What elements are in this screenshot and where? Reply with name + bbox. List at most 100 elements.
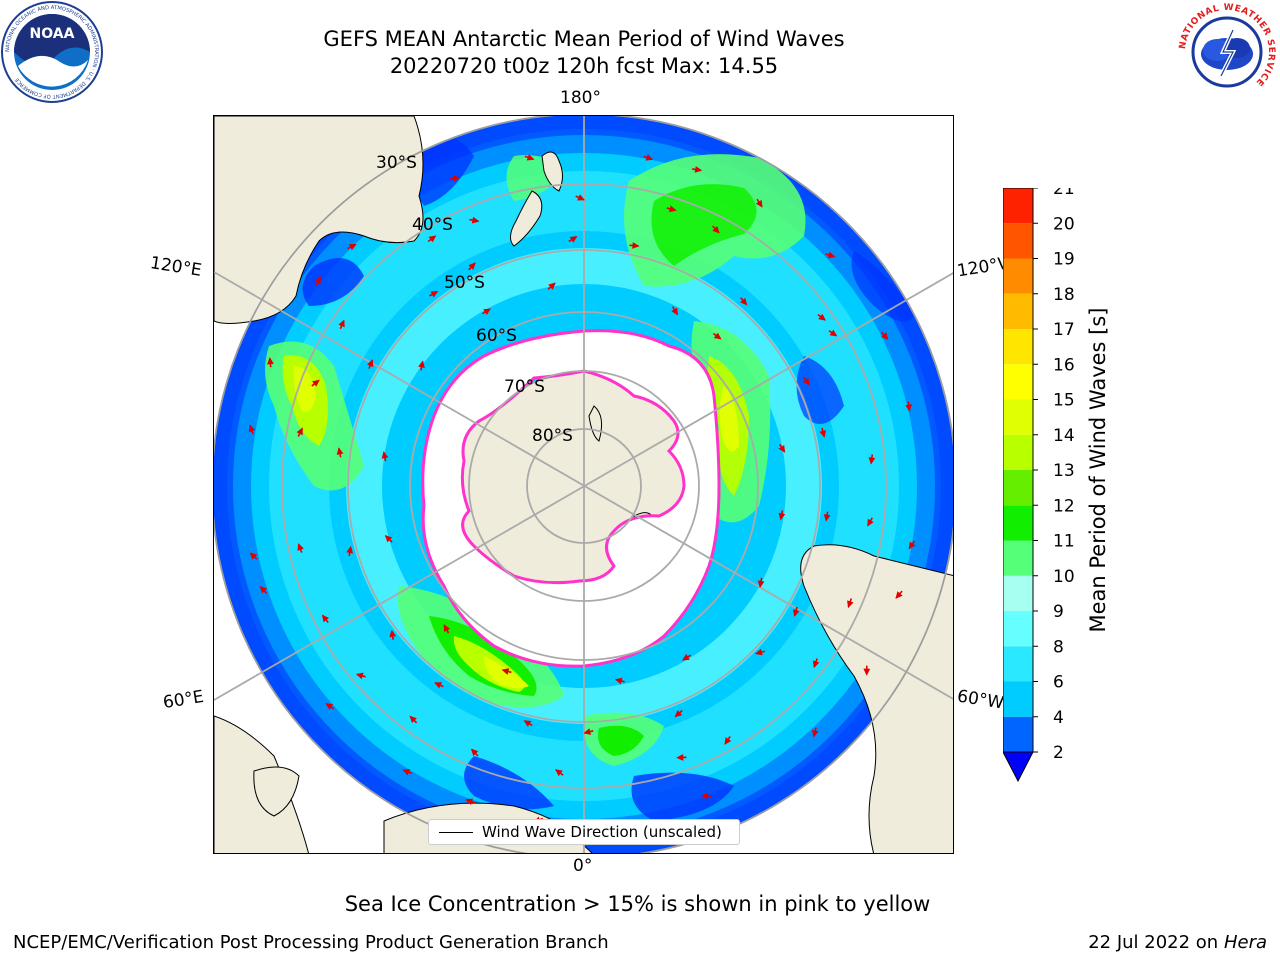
wave-direction-arrowhead — [754, 648, 763, 656]
wave-direction-arrowhead — [632, 242, 640, 249]
wave-direction-arrowhead — [671, 307, 678, 316]
colorbar-swatch — [1003, 258, 1033, 294]
colorbar-swatch — [1003, 399, 1033, 435]
sea-ice-note: Sea Ice Concentration > 15% is shown in … — [344, 892, 931, 916]
colorbar-swatch — [1003, 293, 1033, 329]
nws-logo: NATIONAL WEATHER SERVICE — [1177, 2, 1277, 102]
colorbar-swatch — [1003, 188, 1033, 224]
lat-label-30: 30°S — [376, 153, 417, 173]
south-america — [800, 544, 953, 853]
lat-label-60: 60°S — [476, 326, 517, 346]
colorbar-under-arrow — [1003, 751, 1034, 783]
lat-label-80: 80°S — [532, 426, 573, 446]
colorbar-swatch — [1003, 223, 1033, 259]
nz-south — [510, 190, 543, 247]
wave-direction-arrowhead — [555, 769, 563, 777]
colorbar-tick-label: 15 — [1053, 391, 1075, 411]
wave-direction-arrowhead — [348, 243, 357, 251]
colorbar-tick-label: 11 — [1053, 532, 1075, 552]
wave-direction-arrowhead — [468, 262, 476, 270]
wave-direction-arrowhead — [577, 194, 585, 201]
colorbar-swatch — [1003, 329, 1033, 365]
wave-direction-arrowhead — [336, 447, 344, 455]
wave-direction-arrowhead — [811, 729, 819, 738]
wave-direction-arrowhead — [867, 518, 874, 527]
colorbar-tick-label: 12 — [1053, 496, 1075, 516]
wave-direction-arrowhead — [674, 710, 683, 718]
land-masses — [214, 116, 953, 853]
colorbar-tick-label: 20 — [1053, 214, 1075, 234]
lon-label-120e: 120°E — [148, 253, 203, 281]
wave-direction-arrowhead — [366, 359, 374, 367]
colorbar-tick-label: 8 — [1053, 637, 1064, 657]
wave-direction-arrowhead — [483, 308, 492, 316]
colorbar-label: Mean Period of Wind Waves [s] — [1086, 307, 1110, 633]
colorbar-tick-label: 9 — [1053, 602, 1064, 622]
wave-direction-arrowhead — [792, 609, 800, 617]
colorbar: 2 4 6 8 9 10 11 12 13 14 15 16 17 18 19 20 21 — [1003, 188, 1075, 783]
wave-direction-arrowhead — [713, 332, 722, 340]
wave-direction-arrowhead — [452, 175, 461, 182]
chart-subtitle: 20220720 t00z 120h fcst Max: 14.55 — [389, 54, 779, 78]
latitude-labels: 30°S 40°S 50°S 60°S 70°S 80°S — [376, 153, 573, 446]
chart-title: GEFS MEAN Antarctic Mean Period of Wind … — [323, 27, 845, 51]
colorbar-tick-label: 10 — [1053, 567, 1075, 587]
colorbar-ticks: 2 4 6 8 9 10 11 12 13 14 15 16 17 18 19 20 21 — [1033, 188, 1075, 763]
colorbar-tick-label: 16 — [1053, 355, 1075, 375]
colorbar-tick-label: 19 — [1053, 250, 1075, 270]
colorbar-swatch — [1003, 646, 1033, 682]
graticule — [214, 116, 953, 853]
legend-line-swatch — [439, 831, 473, 833]
colorbar-swatch — [1003, 470, 1033, 506]
colorbar-tick-label: 14 — [1053, 426, 1075, 446]
wave-direction-arrowhead — [389, 629, 397, 638]
wave-period-field — [265, 133, 914, 821]
wave-direction-arrowhead — [682, 653, 690, 661]
wave-direction-arrowhead — [526, 154, 535, 161]
wave-direction-arrowhead — [823, 514, 831, 522]
wave-direction-arrowhead — [724, 737, 732, 745]
noaa-logo-text: NOAA — [30, 26, 75, 42]
colorbar-tick-label: 2 — [1053, 743, 1064, 763]
colorbar-swatch — [1003, 434, 1033, 470]
lon-label-0: 0° — [573, 856, 593, 876]
lon-label-60w: 60°W — [955, 686, 1006, 714]
wave-direction-arrowhead — [701, 792, 709, 800]
noaa-logo: NOAA NATIONAL OCEANIC AND ATMOSPHERIC AD… — [1, 1, 103, 103]
wave-direction-arrowhead — [428, 235, 437, 243]
map-legend: Wind Wave Direction (unscaled) — [428, 819, 740, 845]
madagascar — [253, 766, 300, 817]
wave-direction-arrowhead — [501, 668, 510, 675]
lat-label-50: 50°S — [444, 273, 485, 293]
colorbar-tick-label: 21 — [1053, 188, 1075, 199]
machine-name: Hera — [1223, 932, 1267, 953]
wave-direction-arrowhead — [297, 543, 304, 551]
credit-line: NCEP/EMC/Verification Post Processing Pr… — [13, 932, 609, 953]
wave-direction-arrowhead — [676, 754, 684, 761]
wave-direction-arrowhead — [470, 748, 479, 757]
wave-direction-arrowhead — [778, 445, 786, 453]
lon-label-180: 180° — [560, 88, 601, 108]
wave-direction-arrowhead — [881, 332, 889, 340]
wave-direction-arrowhead — [614, 677, 623, 685]
wave-direction-arrowhead — [583, 728, 592, 735]
wave-direction-arrowhead — [523, 720, 532, 727]
wave-direction-arrowhead — [471, 216, 480, 224]
wave-direction-arrowhead — [847, 600, 854, 609]
wave-direction-arrowhead — [569, 236, 578, 243]
wave-direction-arrowhead — [827, 251, 836, 259]
wave-direction-arrowhead — [819, 430, 827, 438]
wave-direction-arrowhead — [548, 282, 556, 290]
date-text: 22 Jul 2022 on — [1088, 932, 1224, 953]
legend-label: Wind Wave Direction (unscaled) — [482, 823, 722, 841]
wave-direction-arrowhead — [863, 668, 871, 676]
wave-direction-arrowhead — [355, 672, 364, 680]
wave-direction-arrowhead — [259, 585, 267, 594]
wave-direction-arrowhead — [757, 580, 765, 588]
wave-direction-arrowhead — [325, 703, 334, 710]
colorbar-tick-label: 4 — [1053, 708, 1064, 728]
wave-direction-arrowhead — [338, 319, 345, 328]
wave-direction-arrowhead — [402, 769, 411, 776]
colorbar-swatch — [1003, 505, 1033, 541]
wave-direction-arrowhead — [895, 591, 903, 599]
